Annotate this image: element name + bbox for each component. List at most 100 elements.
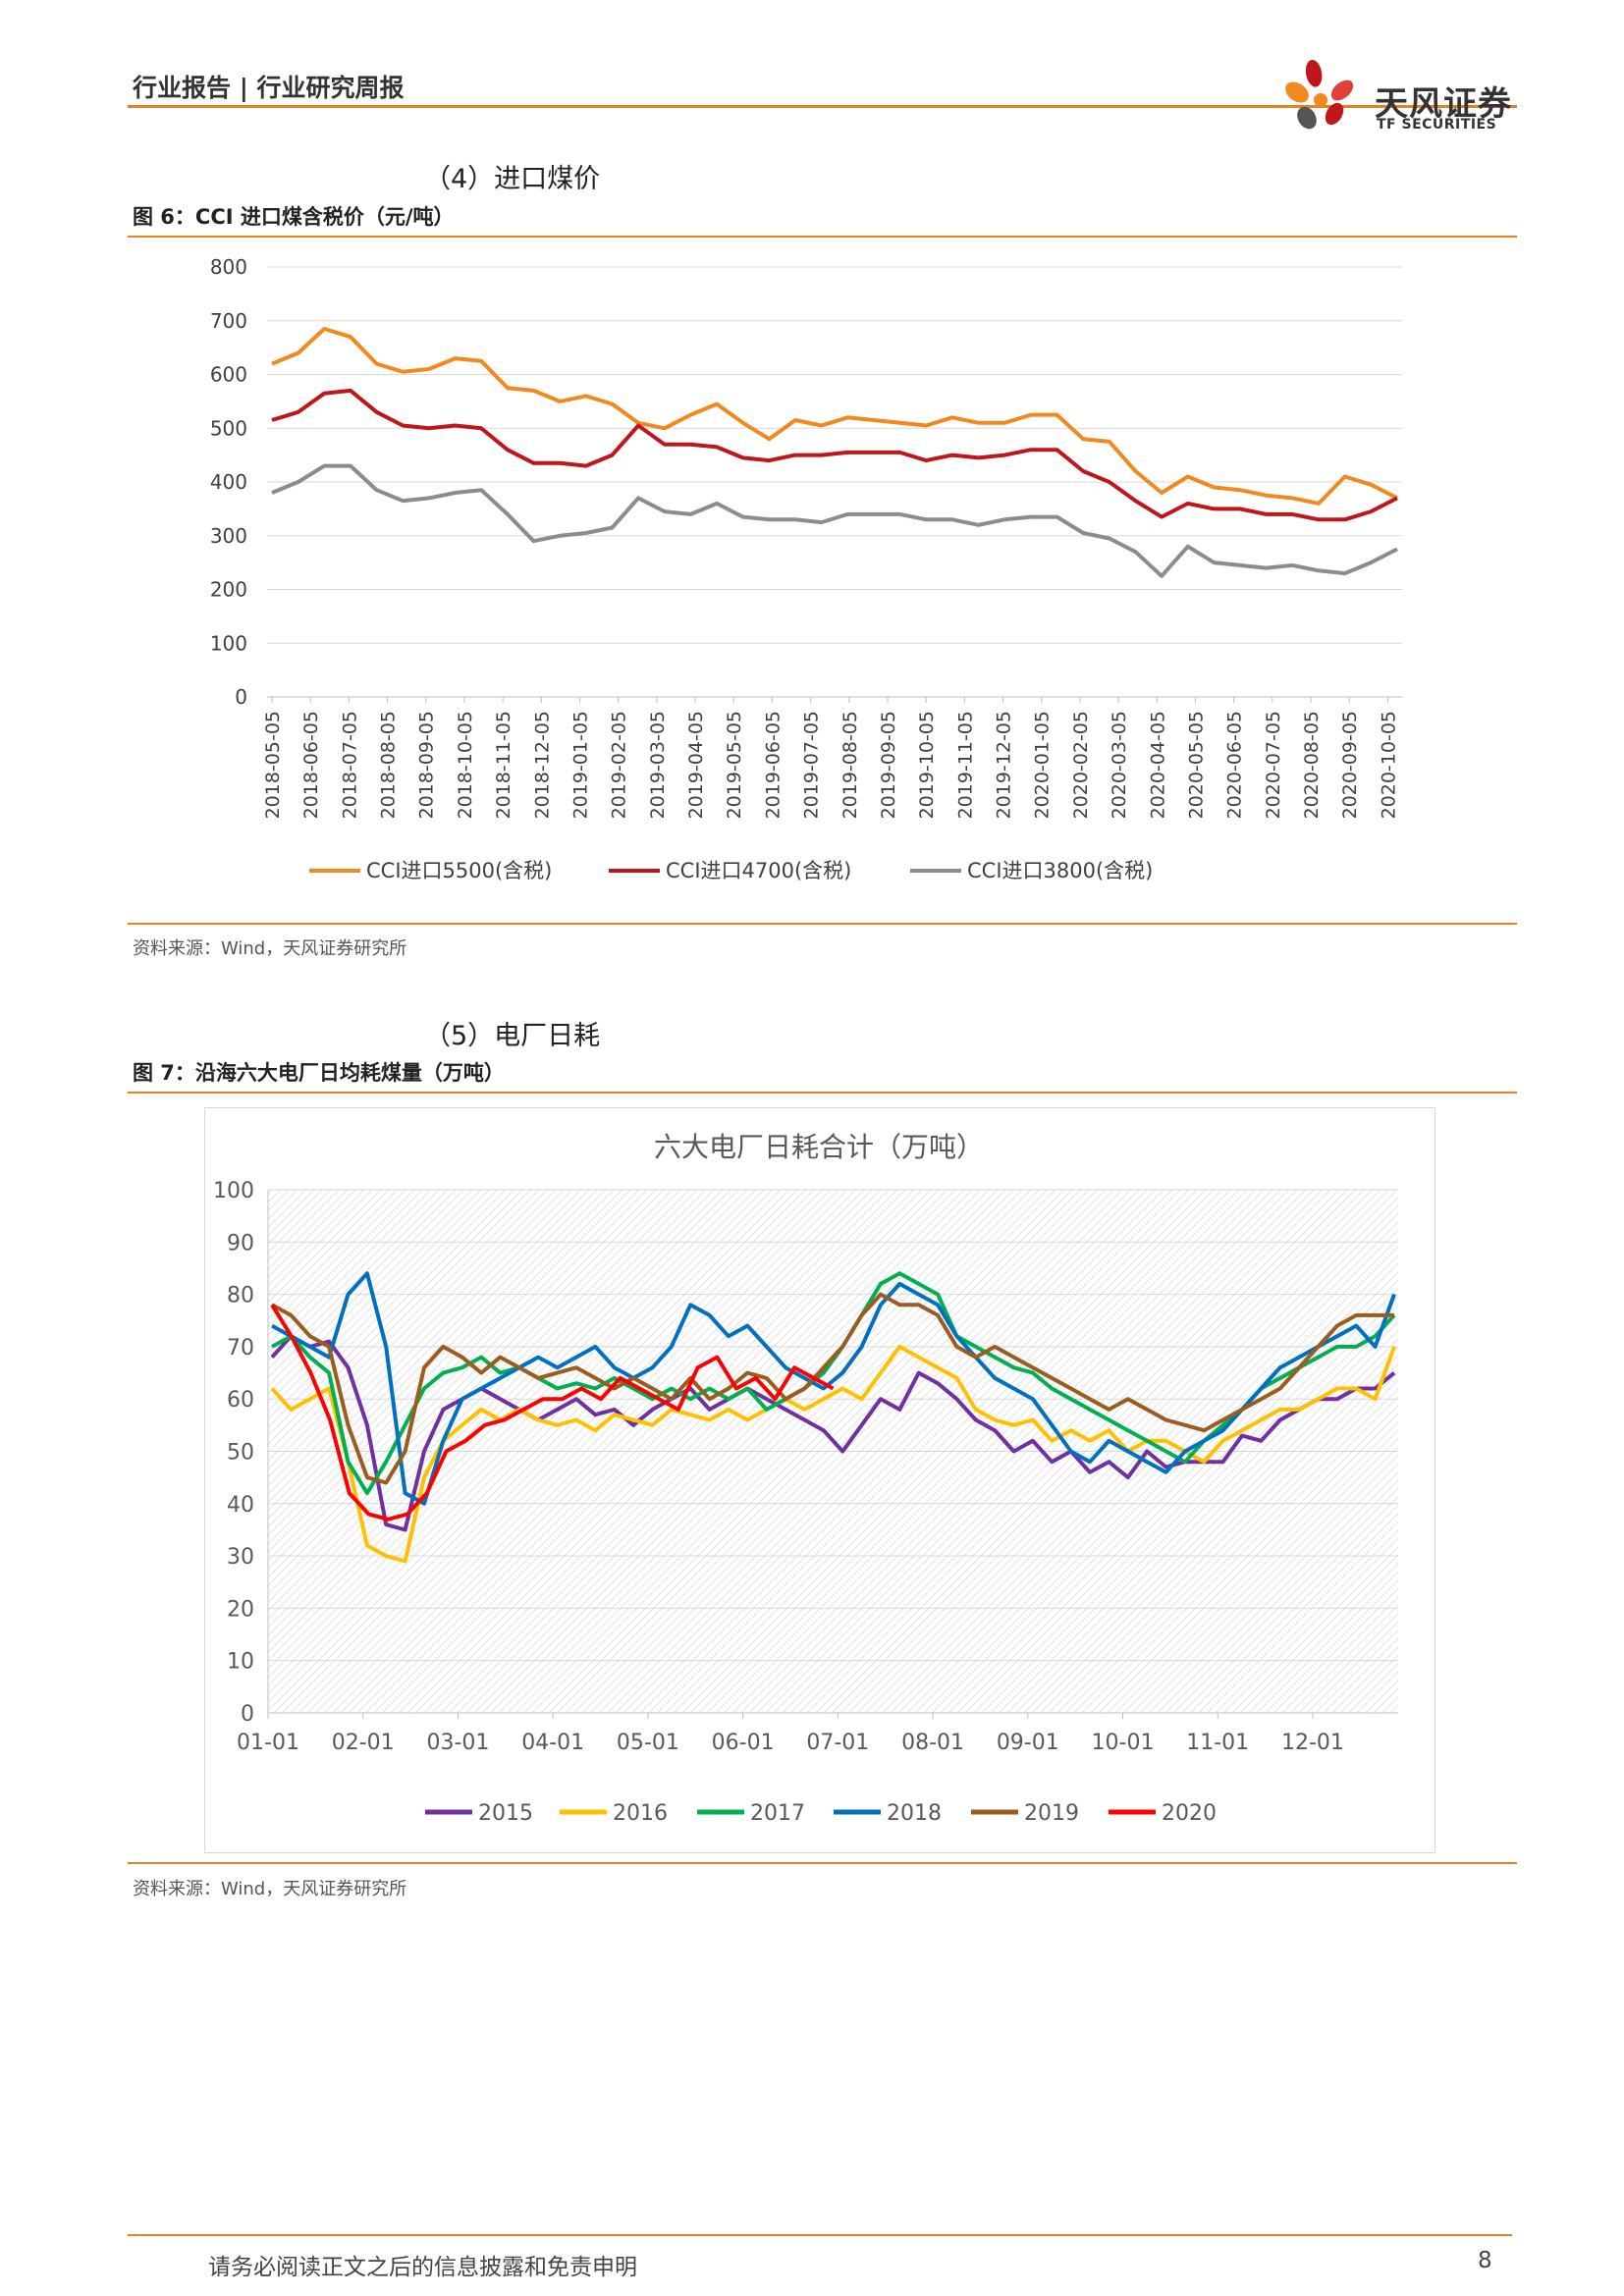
figure-6-title: 图 6：CCI 进口煤含税价（元/吨） — [133, 205, 455, 229]
legend-label: 2019 — [1024, 1801, 1079, 1826]
figure-7-bottom-rule — [128, 1862, 1517, 1864]
x-tick-label: 2019-02-05 — [609, 711, 630, 819]
series-line-2018 — [271, 1271, 1396, 1506]
y-tick-label: 100 — [210, 631, 247, 655]
legend-label: 2020 — [1162, 1801, 1217, 1826]
x-tick-label: 2018-09-05 — [416, 711, 438, 819]
figure-6-bottom-rule — [128, 923, 1517, 925]
x-tick-label: 12-01 — [1281, 1731, 1344, 1755]
section-title-import-coal: （4）进口煤价 — [424, 164, 601, 194]
x-tick-label: 10-01 — [1092, 1731, 1155, 1755]
x-tick-label: 2020-06-05 — [1224, 711, 1246, 819]
x-tick-label: 2020-10-05 — [1378, 711, 1399, 819]
x-tick-label: 2020-02-05 — [1070, 711, 1092, 819]
x-tick-label: 2019-10-05 — [916, 711, 938, 819]
page-number: 8 — [1478, 2248, 1492, 2273]
x-tick-label: 2020-04-05 — [1147, 711, 1168, 819]
brand-name: 天风证券 — [1375, 84, 1512, 124]
x-tick-label: 05-01 — [617, 1731, 679, 1755]
x-tick-label: 01-01 — [237, 1731, 299, 1755]
section-title-power-plant: （5）电厂日耗 — [424, 1021, 601, 1051]
y-tick-label: 0 — [235, 685, 247, 709]
x-tick-label: 2019-06-05 — [762, 711, 784, 819]
series-line-2019 — [271, 1292, 1394, 1485]
legend-label: 2017 — [750, 1801, 805, 1826]
y-tick-label: 200 — [210, 578, 247, 602]
y-tick-label: 10 — [227, 1650, 254, 1675]
y-tick-label: 70 — [227, 1336, 254, 1361]
x-tick-label: 2019-01-05 — [569, 711, 591, 819]
figure-6-source: 资料来源：Wind，天风证券研究所 — [133, 938, 407, 959]
series-line-2015 — [270, 1334, 1396, 1532]
x-tick-label: 11-01 — [1186, 1731, 1249, 1755]
x-tick-label: 2019-07-05 — [801, 711, 823, 819]
x-tick-label: 2019-12-05 — [994, 711, 1015, 819]
legend-label: CCI进口5500(含税) — [366, 859, 552, 882]
x-tick-label: 2018-05-05 — [262, 711, 284, 819]
x-tick-label: 2018-10-05 — [455, 711, 476, 819]
legend-label: CCI进口3800(含税) — [967, 859, 1153, 882]
series-line-3 — [271, 463, 1398, 578]
x-tick-label: 2018-12-05 — [531, 711, 553, 819]
y-tick-label: 50 — [227, 1441, 254, 1466]
figure-6-top-rule — [128, 236, 1517, 238]
x-tick-label: 03-01 — [426, 1731, 489, 1755]
series-line-2020 — [270, 1304, 835, 1522]
y-tick-label: 80 — [227, 1284, 254, 1308]
y-tick-label: 100 — [213, 1179, 254, 1203]
series-line-2 — [271, 388, 1398, 522]
y-tick-label: 500 — [210, 416, 247, 440]
chart-title: 六大电厂日耗合计（万吨） — [654, 1131, 984, 1163]
x-tick-label: 2019-03-05 — [647, 711, 669, 819]
x-tick-label: 04-01 — [521, 1731, 584, 1755]
legend-label: 2016 — [613, 1801, 668, 1826]
y-tick-label: 60 — [227, 1388, 254, 1413]
figure-7-top-rule — [128, 1092, 1517, 1094]
x-tick-label: 2019-08-05 — [839, 711, 861, 819]
y-tick-label: 0 — [241, 1702, 254, 1727]
cci-import-coal-price-chart: 800 700 600 500 400 300 200 100 0 2018-05-05 2018-… — [210, 255, 1402, 882]
footer-disclaimer: 请务必阅读正文之后的信息披露和免责申明 — [208, 2255, 637, 2280]
x-tick-label: 2019-09-05 — [878, 711, 899, 819]
x-tick-label: 08-01 — [901, 1731, 964, 1755]
x-tick-label: 2018-08-05 — [378, 711, 400, 819]
brand-subtitle: TF SECURITIES — [1377, 117, 1497, 133]
series-line-1 — [271, 327, 1398, 506]
x-tick-label: 2020-07-05 — [1263, 711, 1284, 819]
y-tick-label: 20 — [227, 1597, 254, 1622]
header-title: 行业报告 | 行业研究周报 — [133, 74, 405, 102]
y-tick-label: 800 — [210, 255, 247, 279]
legend-label: 2015 — [478, 1801, 533, 1826]
x-tick-label: 2018-11-05 — [493, 711, 514, 819]
x-tick-label: 07-01 — [806, 1731, 869, 1755]
header-rule — [128, 105, 1517, 108]
legend-label: CCI进口4700(含税) — [666, 859, 851, 882]
x-tick-label: 2019-05-05 — [724, 711, 745, 819]
x-tick-label: 2020-01-05 — [1032, 711, 1054, 819]
y-tick-label: 40 — [227, 1493, 254, 1518]
brand-logo-icon — [1285, 59, 1354, 130]
y-tick-label: 300 — [210, 524, 247, 548]
x-tick-label: 09-01 — [997, 1731, 1059, 1755]
y-tick-label: 600 — [210, 363, 247, 387]
y-tick-label: 400 — [210, 470, 247, 494]
x-tick-label: 06-01 — [712, 1731, 775, 1755]
legend-label: 2018 — [887, 1801, 942, 1826]
figure-7-title: 图 7：沿海六大电厂日均耗煤量（万吨） — [133, 1061, 505, 1085]
x-tick-label: 2019-11-05 — [954, 711, 976, 819]
y-tick-label: 30 — [227, 1545, 254, 1570]
x-tick-label: 2019-04-05 — [685, 711, 707, 819]
x-tick-label: 2020-09-05 — [1339, 711, 1361, 819]
x-tick-label: 2018-06-05 — [300, 711, 322, 819]
y-tick-label: 700 — [210, 309, 247, 333]
y-tick-label: 90 — [227, 1231, 254, 1255]
x-tick-label: 2020-08-05 — [1301, 711, 1323, 819]
figure-7-source: 资料来源：Wind，天风证券研究所 — [133, 1879, 407, 1899]
series-line-2016 — [270, 1344, 1396, 1564]
x-tick-label: 2020-05-05 — [1185, 711, 1207, 819]
x-tick-label: 2018-07-05 — [339, 711, 360, 819]
x-tick-label: 2020-03-05 — [1109, 711, 1130, 819]
x-tick-label: 02-01 — [332, 1731, 395, 1755]
footer-rule — [128, 2234, 1512, 2236]
